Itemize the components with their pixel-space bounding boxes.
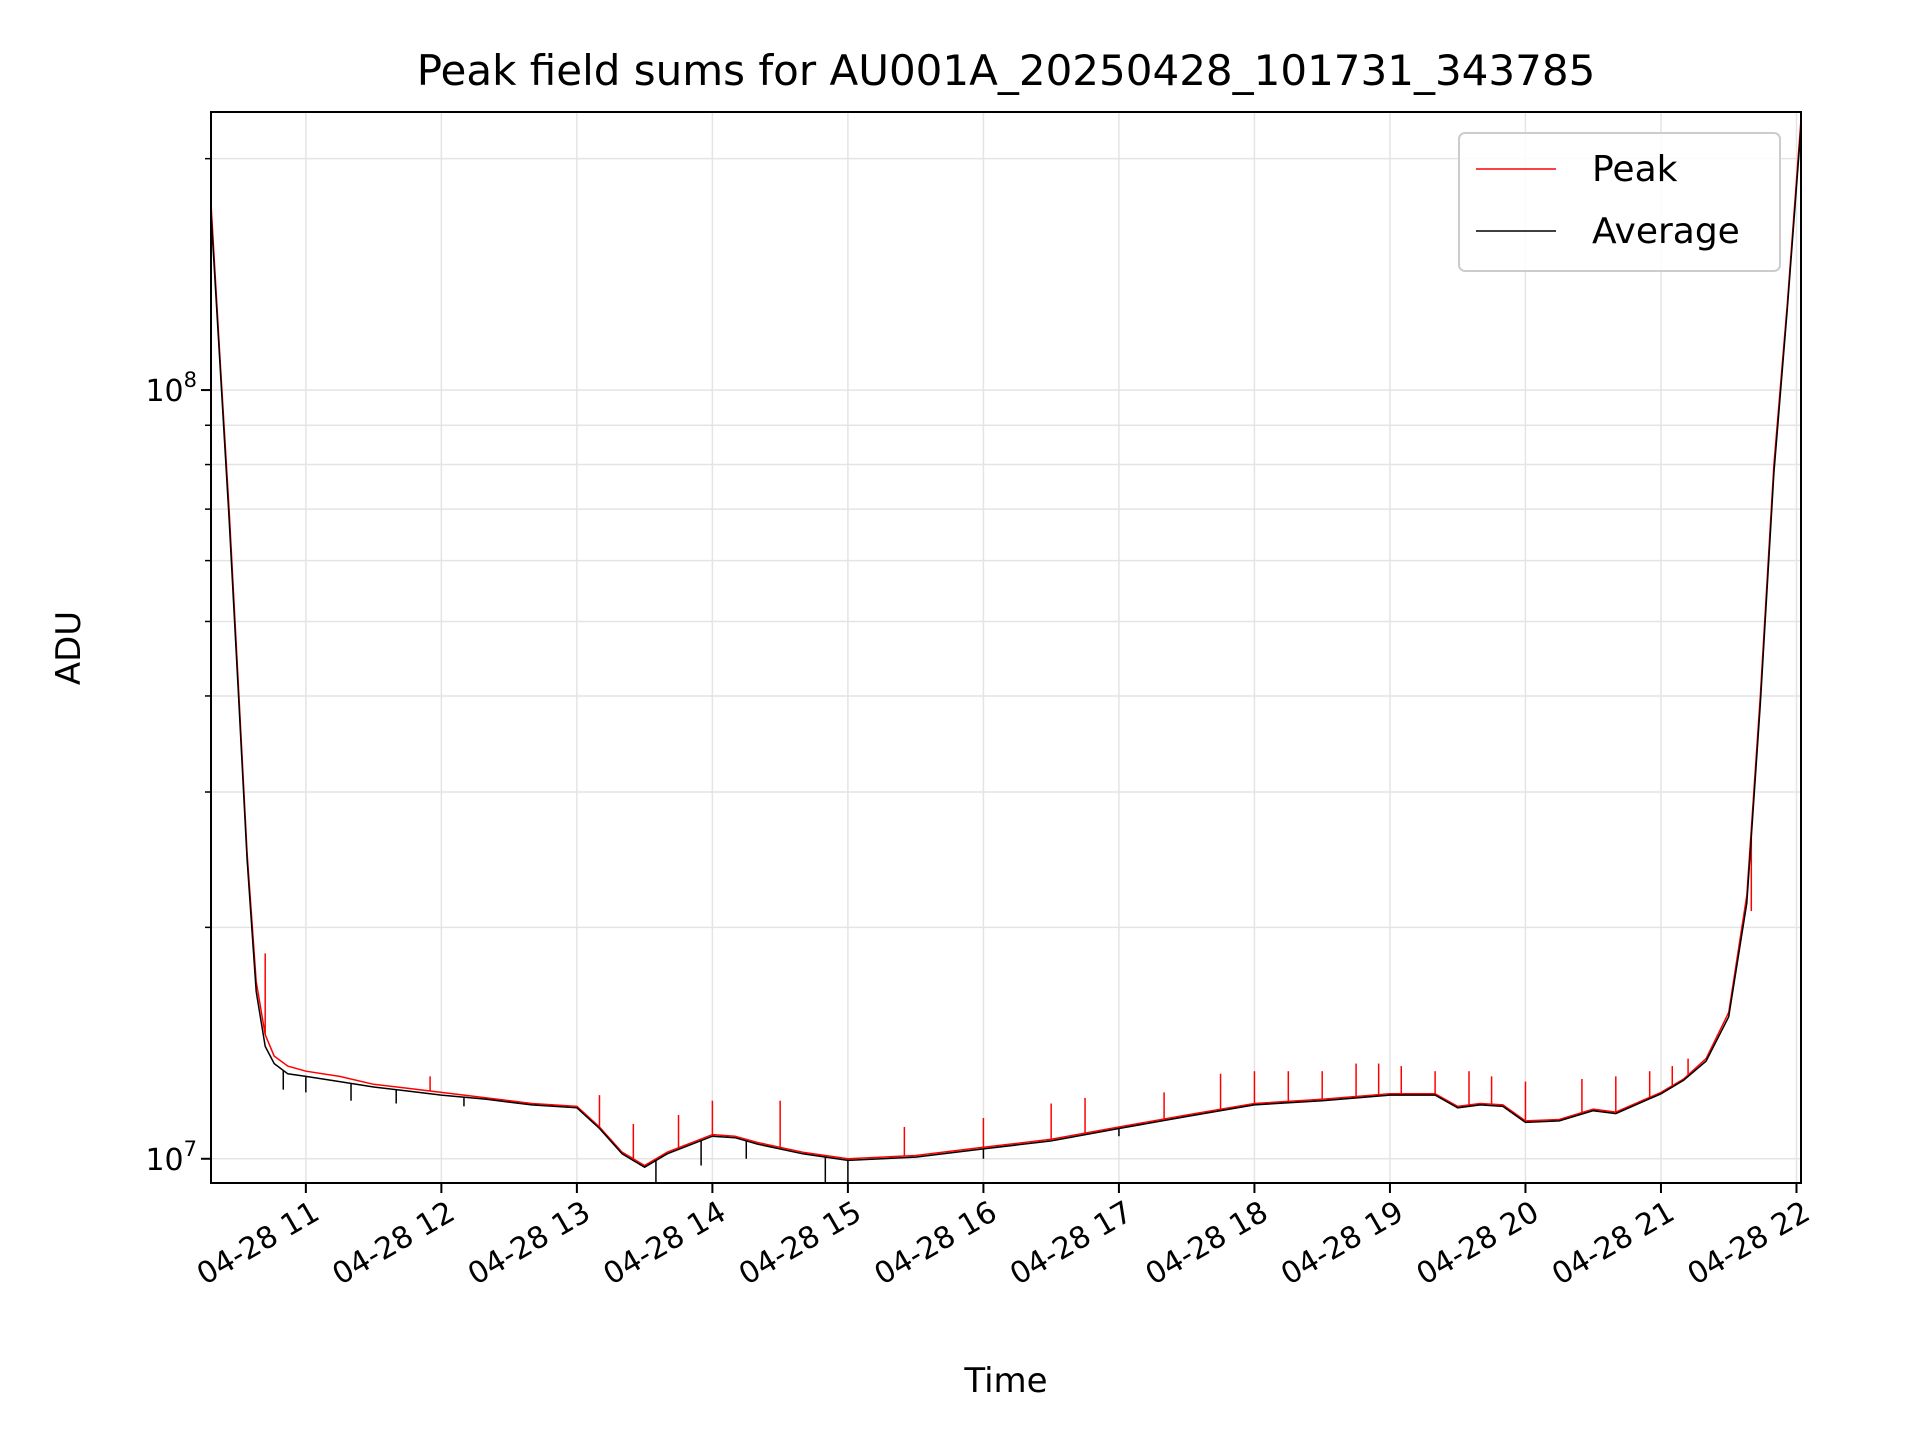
legend: Peak Average xyxy=(1458,132,1781,272)
plot-area xyxy=(210,119,1802,1183)
x-axis: 04-28 11 04-28 12 04-28 13 04-28 14 04-28 15… xyxy=(191,1183,1816,1292)
x-tick-label: 04-28 14 xyxy=(598,1195,732,1293)
x-tick-label: 04-28 20 xyxy=(1411,1195,1545,1293)
x-axis-label: Time xyxy=(963,1361,1047,1401)
series-peak-line xyxy=(210,119,1802,1167)
series-average-line xyxy=(210,126,1802,1169)
x-tick-label: 04-28 15 xyxy=(733,1195,867,1293)
x-tick-label: 04-28 11 xyxy=(191,1195,325,1293)
y-axis-label: ADU xyxy=(49,611,89,685)
y-axis: 107 108 xyxy=(145,157,211,1178)
x-tick-label: 04-28 22 xyxy=(1682,1195,1816,1293)
plot-frame xyxy=(210,111,1802,1184)
legend-peak-label: Peak xyxy=(1592,149,1678,190)
y-tick-label: 107 xyxy=(145,1137,197,1178)
x-tick-label: 04-28 12 xyxy=(327,1195,461,1293)
legend-box xyxy=(1458,132,1781,272)
x-tick-label: 04-28 21 xyxy=(1546,1195,1680,1293)
x-tick-label: 04-28 19 xyxy=(1275,1195,1409,1293)
x-tick-label: 04-28 18 xyxy=(1140,1195,1274,1293)
x-tick-label: 04-28 16 xyxy=(869,1195,1003,1293)
y-tick-label: 108 xyxy=(145,368,197,409)
x-tick-label: 04-28 17 xyxy=(1004,1195,1138,1293)
legend-average-label: Average xyxy=(1592,211,1740,252)
grid xyxy=(211,112,1801,1183)
x-tick-label: 04-28 13 xyxy=(462,1195,596,1293)
chart-title: Peak field sums for AU001A_20250428_1017… xyxy=(417,46,1596,95)
